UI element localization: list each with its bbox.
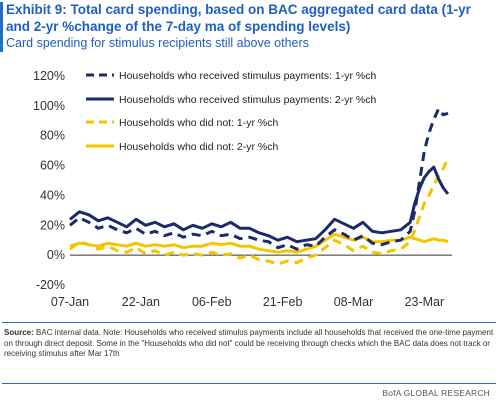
x-tick-label: 06-Feb bbox=[192, 295, 232, 309]
footer-divider bbox=[2, 322, 496, 323]
chart-subtitle: Card spending for stimulus recipients st… bbox=[6, 36, 309, 50]
series-line-2 bbox=[69, 165, 450, 244]
line-chart: -20%0%20%40%60%80%100%120% 07-Jan 22-Jan 0… bbox=[33, 69, 452, 309]
y-tick-label: 60% bbox=[40, 159, 65, 173]
source-text: BAC internal data. Note: Households who … bbox=[4, 328, 494, 358]
x-tick-label: 23-Mar bbox=[405, 295, 445, 309]
footer-divider-bottom bbox=[2, 383, 496, 384]
legend-label: Households who received stimulus payment… bbox=[119, 94, 377, 106]
chart-title: Exhibit 9: Total card spending, based on… bbox=[6, 2, 471, 34]
series-layer bbox=[69, 107, 450, 266]
x-tick-label: 21-Feb bbox=[263, 295, 303, 309]
x-tick-label: 07-Jan bbox=[51, 295, 89, 309]
x-tick-label: 22-Jan bbox=[122, 295, 160, 309]
legend-label: Households who did not: 1-yr %ch bbox=[119, 117, 278, 129]
source-note: Source: BAC internal data. Note: Househo… bbox=[4, 328, 494, 360]
x-tick-label: 08-Mar bbox=[334, 295, 374, 309]
series-line-3 bbox=[69, 157, 450, 266]
credit-label: BofA GLOBAL RESEARCH bbox=[382, 388, 490, 398]
y-tick-label: 100% bbox=[33, 99, 65, 113]
legend: Households who received stimulus payment… bbox=[86, 70, 377, 153]
source-label: Source: bbox=[4, 328, 34, 337]
legend-label: Households who received stimulus payment… bbox=[119, 70, 377, 82]
y-tick-label: 120% bbox=[33, 69, 65, 83]
y-tick-label: -20% bbox=[36, 278, 65, 292]
y-tick-label: 20% bbox=[40, 218, 65, 232]
y-tick-label: 40% bbox=[40, 188, 65, 202]
x-axis: 07-Jan 22-Jan 06-Feb 21-Feb 08-Mar 23-Mar bbox=[51, 295, 444, 309]
series-line-4 bbox=[69, 232, 449, 254]
y-tick-label: 80% bbox=[40, 129, 65, 143]
y-tick-label: 0% bbox=[47, 248, 65, 262]
series-line-1 bbox=[69, 107, 449, 251]
y-axis: -20% 0% 20% 40% 60% 80% 100% 120% bbox=[33, 69, 65, 292]
title-accent-bar bbox=[0, 2, 3, 52]
legend-label: Households who did not: 2-yr %ch bbox=[119, 141, 278, 153]
